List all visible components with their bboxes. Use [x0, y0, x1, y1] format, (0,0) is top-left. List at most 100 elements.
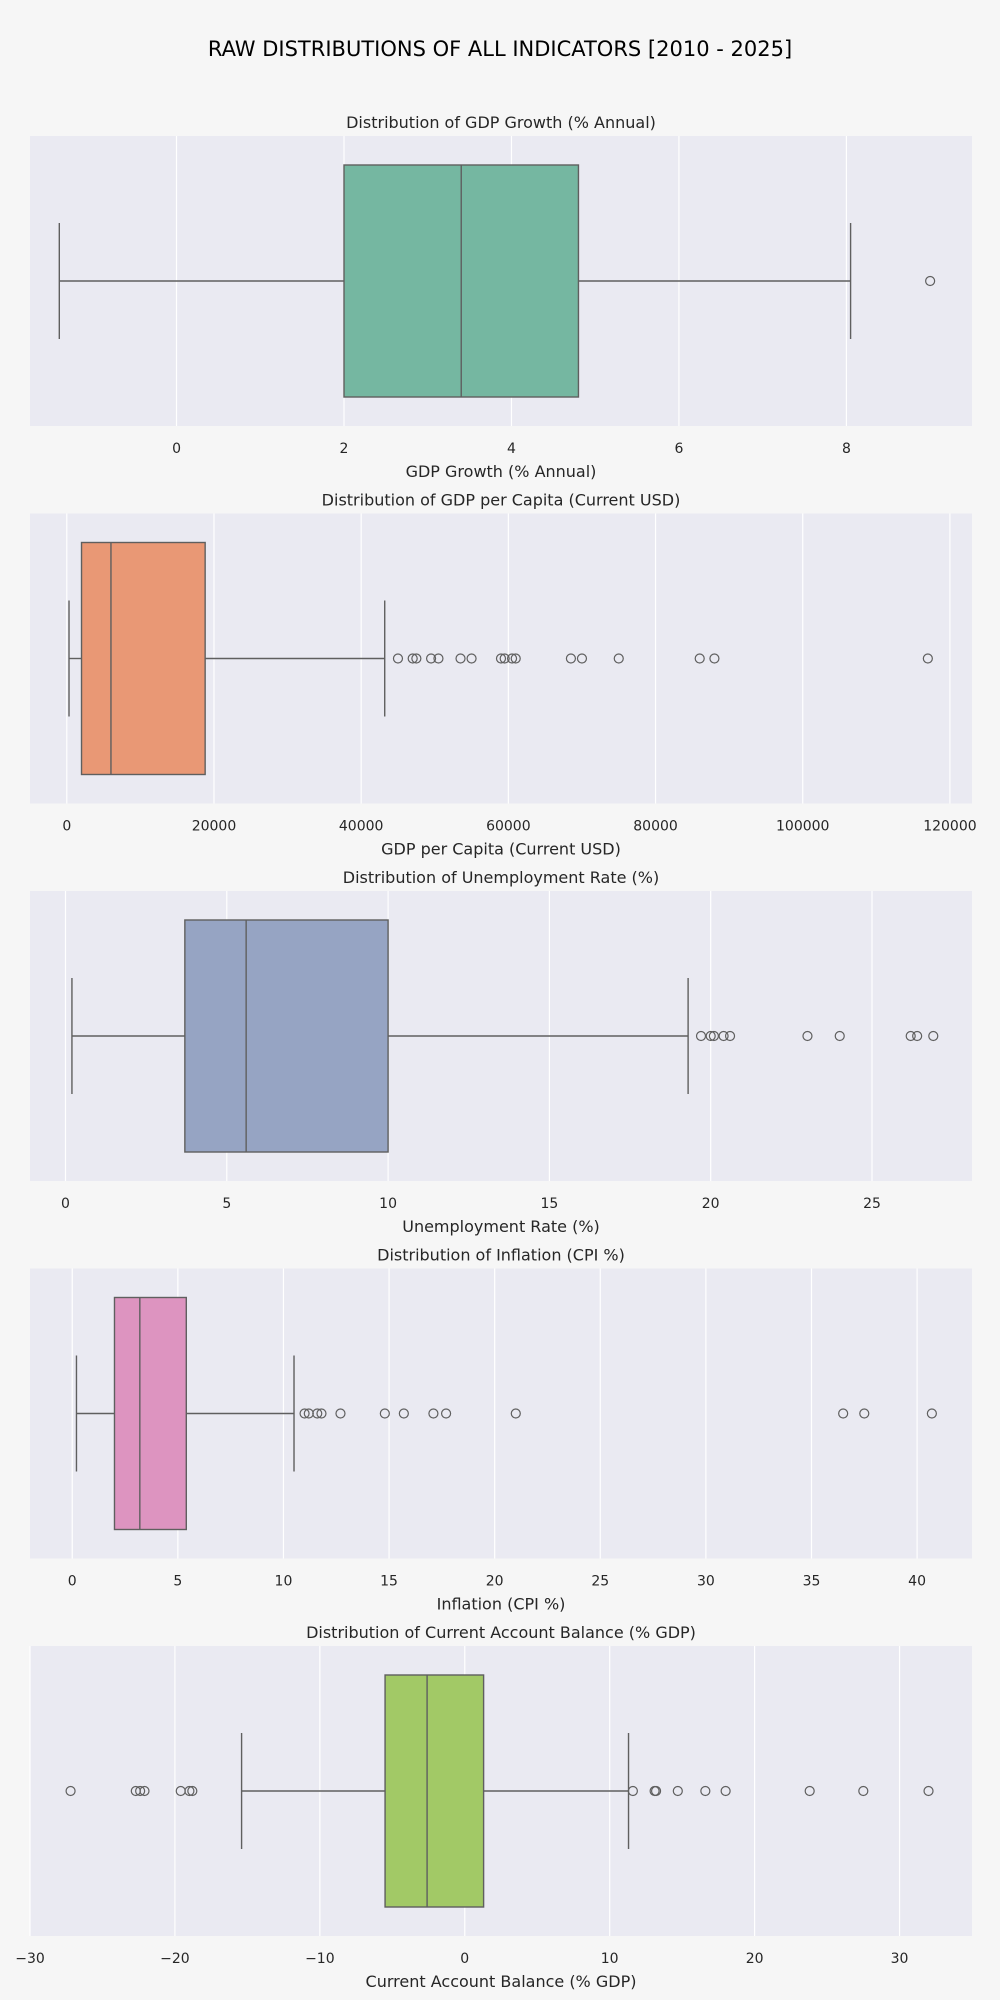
x-tick-label: 60000: [486, 819, 531, 835]
outlier-point: [312, 1408, 323, 1419]
outlier-point: [425, 653, 437, 664]
x-tick-label: 30: [697, 1574, 715, 1590]
x-tick-label: 30: [891, 1951, 909, 1967]
outlier-point: [184, 1785, 195, 1797]
outlier-point: [411, 653, 422, 664]
panel-title: Distribution of Inflation (CPI %): [377, 1246, 625, 1265]
panel-title: Distribution of Unemployment Rate (%): [343, 868, 659, 887]
x-axis-label: Unemployment Rate (%): [402, 1217, 600, 1236]
outlier-point: [495, 653, 507, 664]
outlier-point: [672, 1785, 683, 1797]
outlier-point: [650, 1785, 662, 1797]
x-tick-label: 20: [702, 1196, 720, 1212]
x-tick-label: 0: [62, 819, 71, 835]
x-tick-label: 20: [746, 1951, 764, 1967]
x-tick-label: 0: [460, 1951, 469, 1967]
x-tick-label: 10: [601, 1951, 619, 1967]
outlier-point: [510, 1408, 521, 1419]
x-axis-label: Inflation (CPI %): [437, 1595, 566, 1614]
x-tick-label: 20: [486, 1574, 504, 1590]
outlier-point: [802, 1030, 813, 1042]
x-axis-label: Current Account Balance (% GDP): [366, 1972, 637, 1991]
boxplot-panel-4: Distribution of Inflation (CPI %) 0 5 10 15 2…: [30, 1246, 972, 1614]
outlier-point: [466, 653, 477, 664]
outlier-point: [455, 653, 466, 664]
x-tick-label: 25: [863, 1196, 881, 1212]
outlier-point: [139, 1785, 150, 1797]
outlier-point: [859, 1408, 870, 1419]
outlier-point: [135, 1785, 146, 1797]
x-tick-label: 100000: [776, 819, 829, 835]
outlier-point: [858, 1785, 869, 1797]
outlier-point: [613, 653, 624, 664]
outlier-point: [905, 1030, 916, 1042]
x-tick-label: −20: [160, 1951, 190, 1967]
x-tick-label: 15: [540, 1196, 558, 1212]
x-tick-label: 120000: [923, 819, 976, 835]
x-tick-label: 35: [803, 1574, 821, 1590]
iqr-box: [113, 1296, 187, 1531]
outlier-point: [720, 1785, 731, 1797]
outlier-point: [440, 1408, 452, 1419]
x-axis-label: GDP Growth (% Annual): [406, 462, 597, 481]
x-tick-label: 6: [674, 441, 683, 457]
outlier-point: [925, 275, 936, 287]
outlier-point: [838, 1408, 849, 1419]
x-tick-label: 40: [908, 1574, 926, 1590]
boxplot-panel-2: Distribution of GDP per Capita (Current …: [30, 491, 977, 859]
outlier-point: [398, 1408, 409, 1419]
outlier-point: [928, 1030, 939, 1042]
boxplot-panel-1: Distribution of GDP Growth (% Annual) 0 2 4…: [30, 113, 972, 481]
outlier-point: [510, 653, 521, 664]
x-tick-label: 10: [275, 1574, 293, 1590]
x-tick-label: 20000: [192, 819, 237, 835]
iqr-box: [184, 919, 389, 1153]
outlier-point: [407, 653, 418, 664]
outlier-point: [379, 1408, 390, 1419]
outlier-point: [316, 1408, 327, 1419]
x-tick-label: −10: [305, 1951, 335, 1967]
outlier-point: [499, 653, 510, 664]
x-tick-label: 0: [172, 441, 181, 457]
outlier-point: [694, 653, 705, 664]
outlier-point: [695, 1030, 707, 1042]
x-tick-label: 0: [68, 1574, 77, 1590]
outlier-point: [506, 653, 518, 664]
outlier-point: [187, 1785, 198, 1797]
outlier-point: [923, 1785, 934, 1797]
iqr-box: [384, 1674, 485, 1908]
outlier-point: [392, 653, 404, 664]
outlier-point: [804, 1785, 815, 1797]
outlier-point: [627, 1785, 638, 1797]
outlier-point: [709, 653, 720, 664]
outlier-point: [576, 653, 588, 664]
x-tick-label: 4: [507, 441, 516, 457]
panel-title: Distribution of Current Account Balance …: [306, 1623, 696, 1642]
outlier-point: [922, 653, 933, 664]
boxplot-panel-5: Distribution of Current Account Balance …: [15, 1623, 972, 1991]
outlier-point: [433, 653, 444, 664]
outlier-point: [718, 1030, 729, 1042]
x-tick-label: 80000: [633, 819, 678, 835]
outlier-point: [912, 1030, 923, 1042]
outlier-point: [834, 1030, 845, 1042]
x-tick-label: 15: [380, 1574, 398, 1590]
x-axis-label: GDP per Capita (Current USD): [381, 840, 621, 859]
x-tick-label: −30: [15, 1951, 45, 1967]
boxplot-panel-3: Distribution of Unemployment Rate (%) 0 5 1…: [30, 868, 972, 1236]
x-tick-label: 2: [340, 441, 349, 457]
panel-title: Distribution of GDP Growth (% Annual): [346, 113, 656, 132]
outlier-point: [65, 1785, 76, 1797]
outlier-point: [926, 1408, 937, 1419]
iqr-box: [80, 541, 206, 776]
x-tick-label: 10: [379, 1196, 397, 1212]
x-tick-label: 5: [173, 1574, 182, 1590]
outlier-point: [700, 1785, 711, 1797]
figure-title: RAW DISTRIBUTIONS OF ALL INDICATORS [201…: [208, 37, 792, 61]
x-tick-label: 0: [61, 1196, 70, 1212]
outlier-point: [705, 1030, 716, 1042]
outlier-point: [299, 1408, 310, 1419]
x-tick-label: 8: [842, 441, 851, 457]
panel-title: Distribution of GDP per Capita (Current …: [322, 491, 681, 510]
